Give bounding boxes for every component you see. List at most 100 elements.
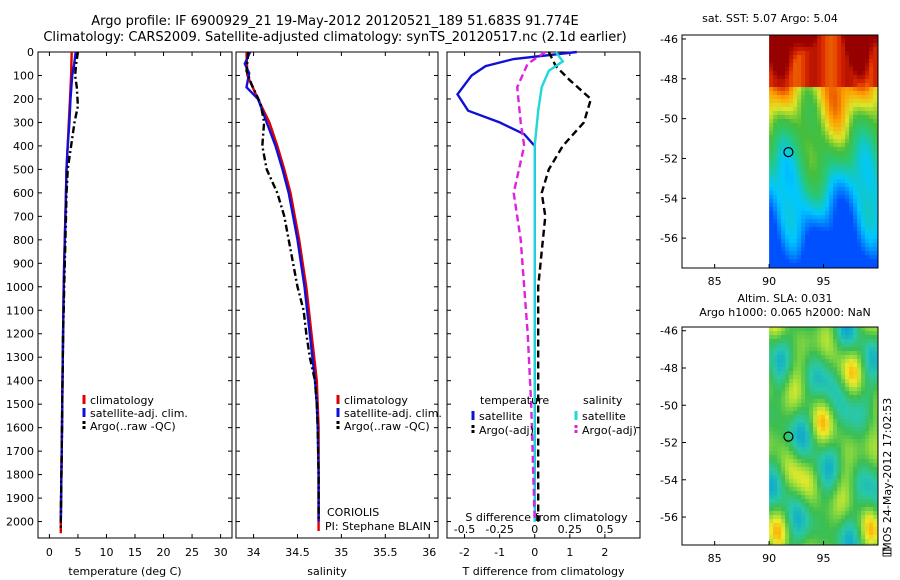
map-cell <box>853 371 858 376</box>
map-cell <box>801 539 806 544</box>
map-cell <box>873 451 878 456</box>
argo-position-marker <box>783 147 794 158</box>
series-line <box>456 50 577 522</box>
map-cell <box>869 183 874 188</box>
map-cell <box>769 175 774 180</box>
map-cell <box>857 191 862 196</box>
map-cell <box>809 243 814 248</box>
map-cell <box>789 463 794 468</box>
map-cell <box>837 543 842 545</box>
map-cell <box>829 519 834 524</box>
map-cell <box>829 463 834 468</box>
map-cell <box>813 111 818 116</box>
map-cell <box>857 207 862 212</box>
map-cell <box>781 67 786 72</box>
map-cell <box>769 243 774 248</box>
map-cell <box>853 435 858 440</box>
map-cell <box>845 159 850 164</box>
map-cell <box>785 107 790 112</box>
map-cell <box>821 467 826 472</box>
map-cell <box>841 171 846 176</box>
map-cell <box>857 535 862 540</box>
x-tick-label: 10 <box>99 546 113 559</box>
map-cell <box>873 223 878 228</box>
map-y-tick-label: -48 <box>660 362 678 375</box>
map-cell <box>773 263 778 268</box>
map-cell <box>857 419 862 424</box>
map-cell <box>797 35 802 40</box>
map-cell <box>861 467 866 472</box>
map-cell <box>785 159 790 164</box>
map-cell <box>865 143 870 148</box>
map-cell <box>853 59 858 64</box>
map-cell <box>797 139 802 144</box>
map-cell <box>801 163 806 168</box>
map-cell <box>789 119 794 124</box>
map-cell <box>845 511 850 516</box>
map-cell <box>789 231 794 236</box>
map-cell <box>777 483 782 488</box>
map-cell <box>809 187 814 192</box>
map-cell <box>769 151 774 156</box>
map-cell <box>785 343 790 348</box>
map-cell <box>793 371 798 376</box>
map-cell <box>793 403 798 408</box>
map-cell <box>773 163 778 168</box>
map-cell <box>873 431 878 436</box>
map-cell <box>841 543 846 545</box>
map-cell <box>873 539 878 544</box>
map-cell <box>865 111 870 116</box>
map-cell <box>853 143 858 148</box>
map-cell <box>801 339 806 344</box>
y-tick-label: 700 <box>13 210 34 223</box>
map-cell <box>785 511 790 516</box>
map-cell <box>817 343 822 348</box>
map-cell <box>813 91 818 96</box>
map-cell <box>813 175 818 180</box>
map-cell <box>781 479 786 484</box>
map-cell <box>829 127 834 132</box>
map-cell <box>773 383 778 388</box>
map-cell <box>785 151 790 156</box>
map-cell <box>817 539 822 544</box>
map-cell <box>817 59 822 64</box>
map-cell <box>825 335 830 340</box>
map-cell <box>829 175 834 180</box>
map-cell <box>805 219 810 224</box>
map-cell <box>773 155 778 160</box>
map-cell <box>873 339 878 344</box>
map-cell <box>857 215 862 220</box>
map-cell <box>821 191 826 196</box>
map-cell <box>809 455 814 460</box>
map-cell <box>773 139 778 144</box>
map-cell <box>813 431 818 436</box>
map-cell <box>817 83 822 88</box>
map-cell <box>853 159 858 164</box>
map-cell <box>793 135 798 140</box>
map-cell <box>841 159 846 164</box>
map-cell <box>869 163 874 168</box>
map-cell <box>869 515 874 520</box>
map-cell <box>793 539 798 544</box>
map-cell <box>777 387 782 392</box>
map-cell <box>821 215 826 220</box>
map-cell <box>857 111 862 116</box>
map-cell <box>869 523 874 528</box>
map-cell <box>769 95 774 100</box>
map-cell <box>789 59 794 64</box>
map-cell <box>853 131 858 136</box>
map-cell <box>841 351 846 356</box>
map-cell <box>813 471 818 476</box>
map-cell <box>837 347 842 352</box>
map-cell <box>861 207 866 212</box>
map-cell <box>781 163 786 168</box>
map-cell <box>817 183 822 188</box>
map-cell <box>801 399 806 404</box>
map-cell <box>861 387 866 392</box>
map-cell <box>785 259 790 264</box>
map-cell <box>801 419 806 424</box>
map-cell <box>801 535 806 540</box>
map-cell <box>781 391 786 396</box>
map-cell <box>789 343 794 348</box>
map-cell <box>773 159 778 164</box>
